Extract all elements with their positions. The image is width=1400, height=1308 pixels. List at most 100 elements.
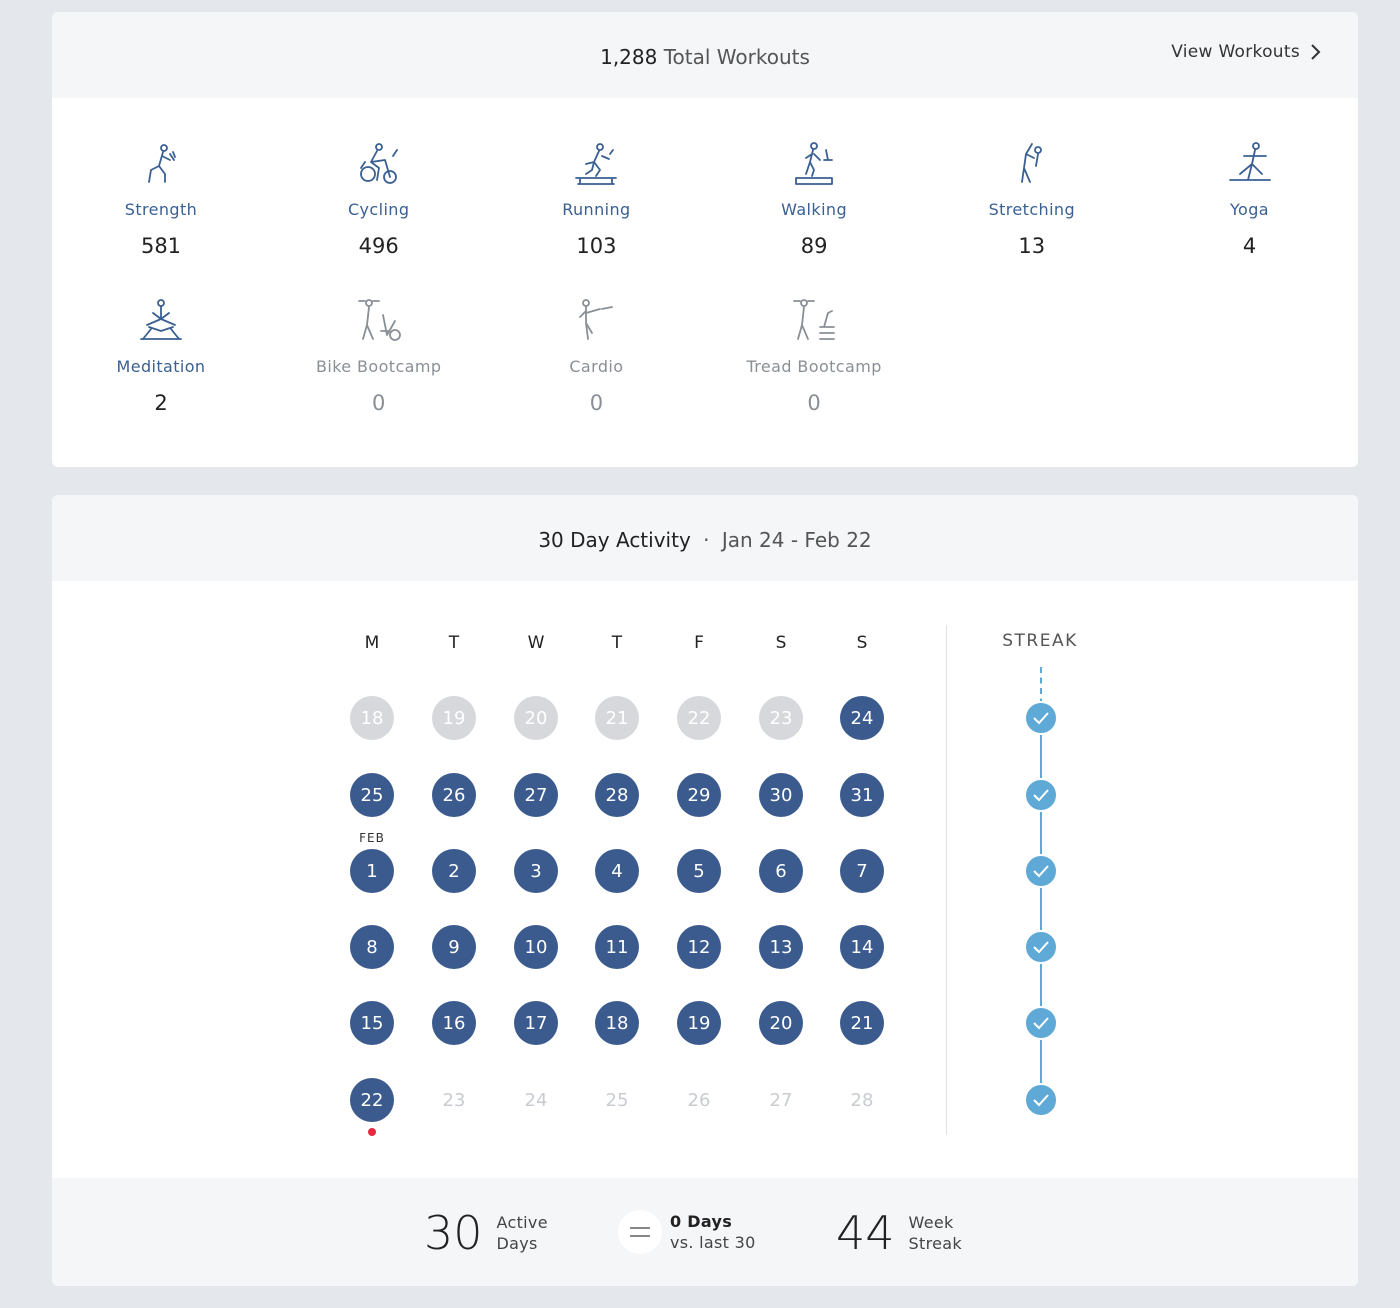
calendar-day[interactable]: 1 [350, 849, 394, 893]
workout-type-label: Strength [124, 200, 198, 219]
workout-type-count: 581 [140, 234, 182, 258]
calendar-day: 23 [442, 1089, 466, 1111]
workout-type-count: 103 [576, 234, 617, 258]
activity-title-separator: · [703, 528, 710, 552]
workout-type-cardio[interactable]: Cardio 0 [487, 297, 705, 415]
calendar-day[interactable]: 14 [840, 925, 884, 969]
workout-type-count: 0 [589, 391, 604, 415]
calendar-day[interactable]: 27 [514, 773, 558, 817]
calendar-day[interactable]: 21 [840, 1001, 884, 1045]
workout-type-label: Bike Bootcamp [315, 357, 442, 376]
weekday-header: T [611, 633, 623, 653]
calendar-day[interactable]: 23 [759, 696, 803, 740]
calendar-day: 24 [524, 1089, 548, 1111]
workout-type-count: 496 [358, 234, 399, 258]
month-tag: FEB [359, 831, 385, 845]
workout-type-count: 0 [807, 391, 821, 415]
workout-type-running[interactable]: Running 103 [487, 140, 705, 258]
streak-check [1024, 930, 1058, 964]
week-streak-value: 44 [836, 1206, 895, 1260]
workout-type-strength[interactable]: Strength 581 [52, 140, 270, 258]
calendar-day[interactable]: 15 [350, 1001, 394, 1045]
workout-type-meditation[interactable]: Meditation 2 [52, 297, 270, 415]
active-days-stat: 30 Active Days [424, 1206, 548, 1260]
weekday-header: F [694, 633, 704, 653]
weekday-header: S [775, 633, 787, 653]
calendar-day[interactable]: 22 [677, 696, 721, 740]
workout-type-count: 2 [154, 391, 168, 415]
calendar-day[interactable]: 6 [759, 849, 803, 893]
calendar-day[interactable]: 3 [514, 849, 558, 893]
workouts-header: 1,288 Total Workouts View Workouts [52, 12, 1358, 98]
calendar-day[interactable]: 30 [759, 773, 803, 817]
activity-title-label: 30 Day Activity [538, 528, 691, 552]
strength-icon [148, 144, 176, 183]
calendar-day[interactable]: 25 [350, 773, 394, 817]
workout-type-label: Tread Bootcamp [746, 357, 882, 376]
view-workouts-link[interactable]: View Workouts [1171, 42, 1322, 62]
active-days-label-line2: Days [496, 1234, 538, 1253]
calendar-day[interactable]: 16 [432, 1001, 476, 1045]
streak-check [1024, 701, 1058, 735]
calendar-day[interactable]: 4 [595, 849, 639, 893]
calendar-day[interactable]: 10 [514, 925, 558, 969]
workout-type-label: Meditation [116, 357, 206, 376]
calendar-day[interactable]: 26 [432, 773, 476, 817]
activity-summary: 30 Active Days 0 Days vs. last 30 44 Wee… [52, 1178, 1358, 1286]
calendar-day[interactable]: 22 [350, 1078, 394, 1122]
workout-type-stretching[interactable]: Stretching 13 [923, 140, 1141, 258]
calendar-day[interactable]: 12 [677, 925, 721, 969]
calendar-day[interactable]: 20 [514, 696, 558, 740]
streak-check [1024, 854, 1058, 888]
activity-date-range: Jan 24 - Feb 22 [721, 528, 872, 552]
compare-caption: vs. last 30 [670, 1233, 756, 1252]
calendar-day[interactable]: 18 [350, 696, 394, 740]
workout-type-count: 4 [1242, 234, 1257, 258]
calendar-day[interactable]: 19 [677, 1001, 721, 1045]
stretching-icon [1020, 143, 1042, 183]
calendar-day[interactable]: 2 [432, 849, 476, 893]
workout-type-count: 0 [372, 391, 386, 415]
cardio-icon [579, 299, 614, 340]
compare-value: 0 Days [670, 1212, 733, 1231]
calendar-day[interactable]: 31 [840, 773, 884, 817]
workout-type-label: Stretching [988, 200, 1076, 219]
week-streak-label-line2: Streak [908, 1234, 962, 1253]
streak-line [1040, 717, 1042, 1099]
chevron-right-icon [1311, 44, 1321, 60]
calendar-day[interactable]: 7 [840, 849, 884, 893]
checkmark-icon [1033, 865, 1049, 878]
checkmark-icon [1033, 712, 1049, 725]
cycling-icon [359, 143, 398, 184]
total-workouts-label: Total Workouts [663, 45, 810, 69]
weekday-header: M [364, 633, 380, 653]
calendar-day[interactable]: 29 [677, 773, 721, 817]
active-days-value: 30 [424, 1206, 483, 1260]
streak-check [1024, 1006, 1058, 1040]
calendar-day[interactable]: 9 [432, 925, 476, 969]
running-icon [575, 143, 618, 185]
weekday-header: T [448, 633, 460, 653]
workout-type-bike-bootcamp[interactable]: Bike Bootcamp 0 [270, 297, 488, 415]
workout-type-tread-bootcamp[interactable]: Tread Bootcamp 0 [705, 297, 923, 415]
calendar-day[interactable]: 8 [350, 925, 394, 969]
calendar-day[interactable]: 13 [759, 925, 803, 969]
calendar-day[interactable]: 28 [595, 773, 639, 817]
workout-type-cycling[interactable]: Cycling 496 [270, 140, 488, 258]
checkmark-icon [1033, 1017, 1049, 1030]
calendar-day[interactable]: 11 [595, 925, 639, 969]
calendar-day[interactable]: 24 [840, 696, 884, 740]
activity-header: 30 Day Activity · Jan 24 - Feb 22 [52, 495, 1358, 581]
calendar-day[interactable]: 18 [595, 1001, 639, 1045]
workout-type-yoga[interactable]: Yoga 4 [1141, 140, 1359, 258]
calendar-day[interactable]: 5 [677, 849, 721, 893]
workout-type-label: Yoga [1230, 200, 1269, 219]
workout-type-label: Running [562, 200, 631, 219]
calendar-day: 28 [850, 1089, 874, 1111]
calendar-day[interactable]: 21 [595, 696, 639, 740]
calendar-day[interactable]: 17 [514, 1001, 558, 1045]
workout-type-walking[interactable]: Walking 89 [705, 140, 923, 258]
calendar-day[interactable]: 19 [432, 696, 476, 740]
calendar-day[interactable]: 20 [759, 1001, 803, 1045]
streak-dash-line [1040, 667, 1042, 715]
